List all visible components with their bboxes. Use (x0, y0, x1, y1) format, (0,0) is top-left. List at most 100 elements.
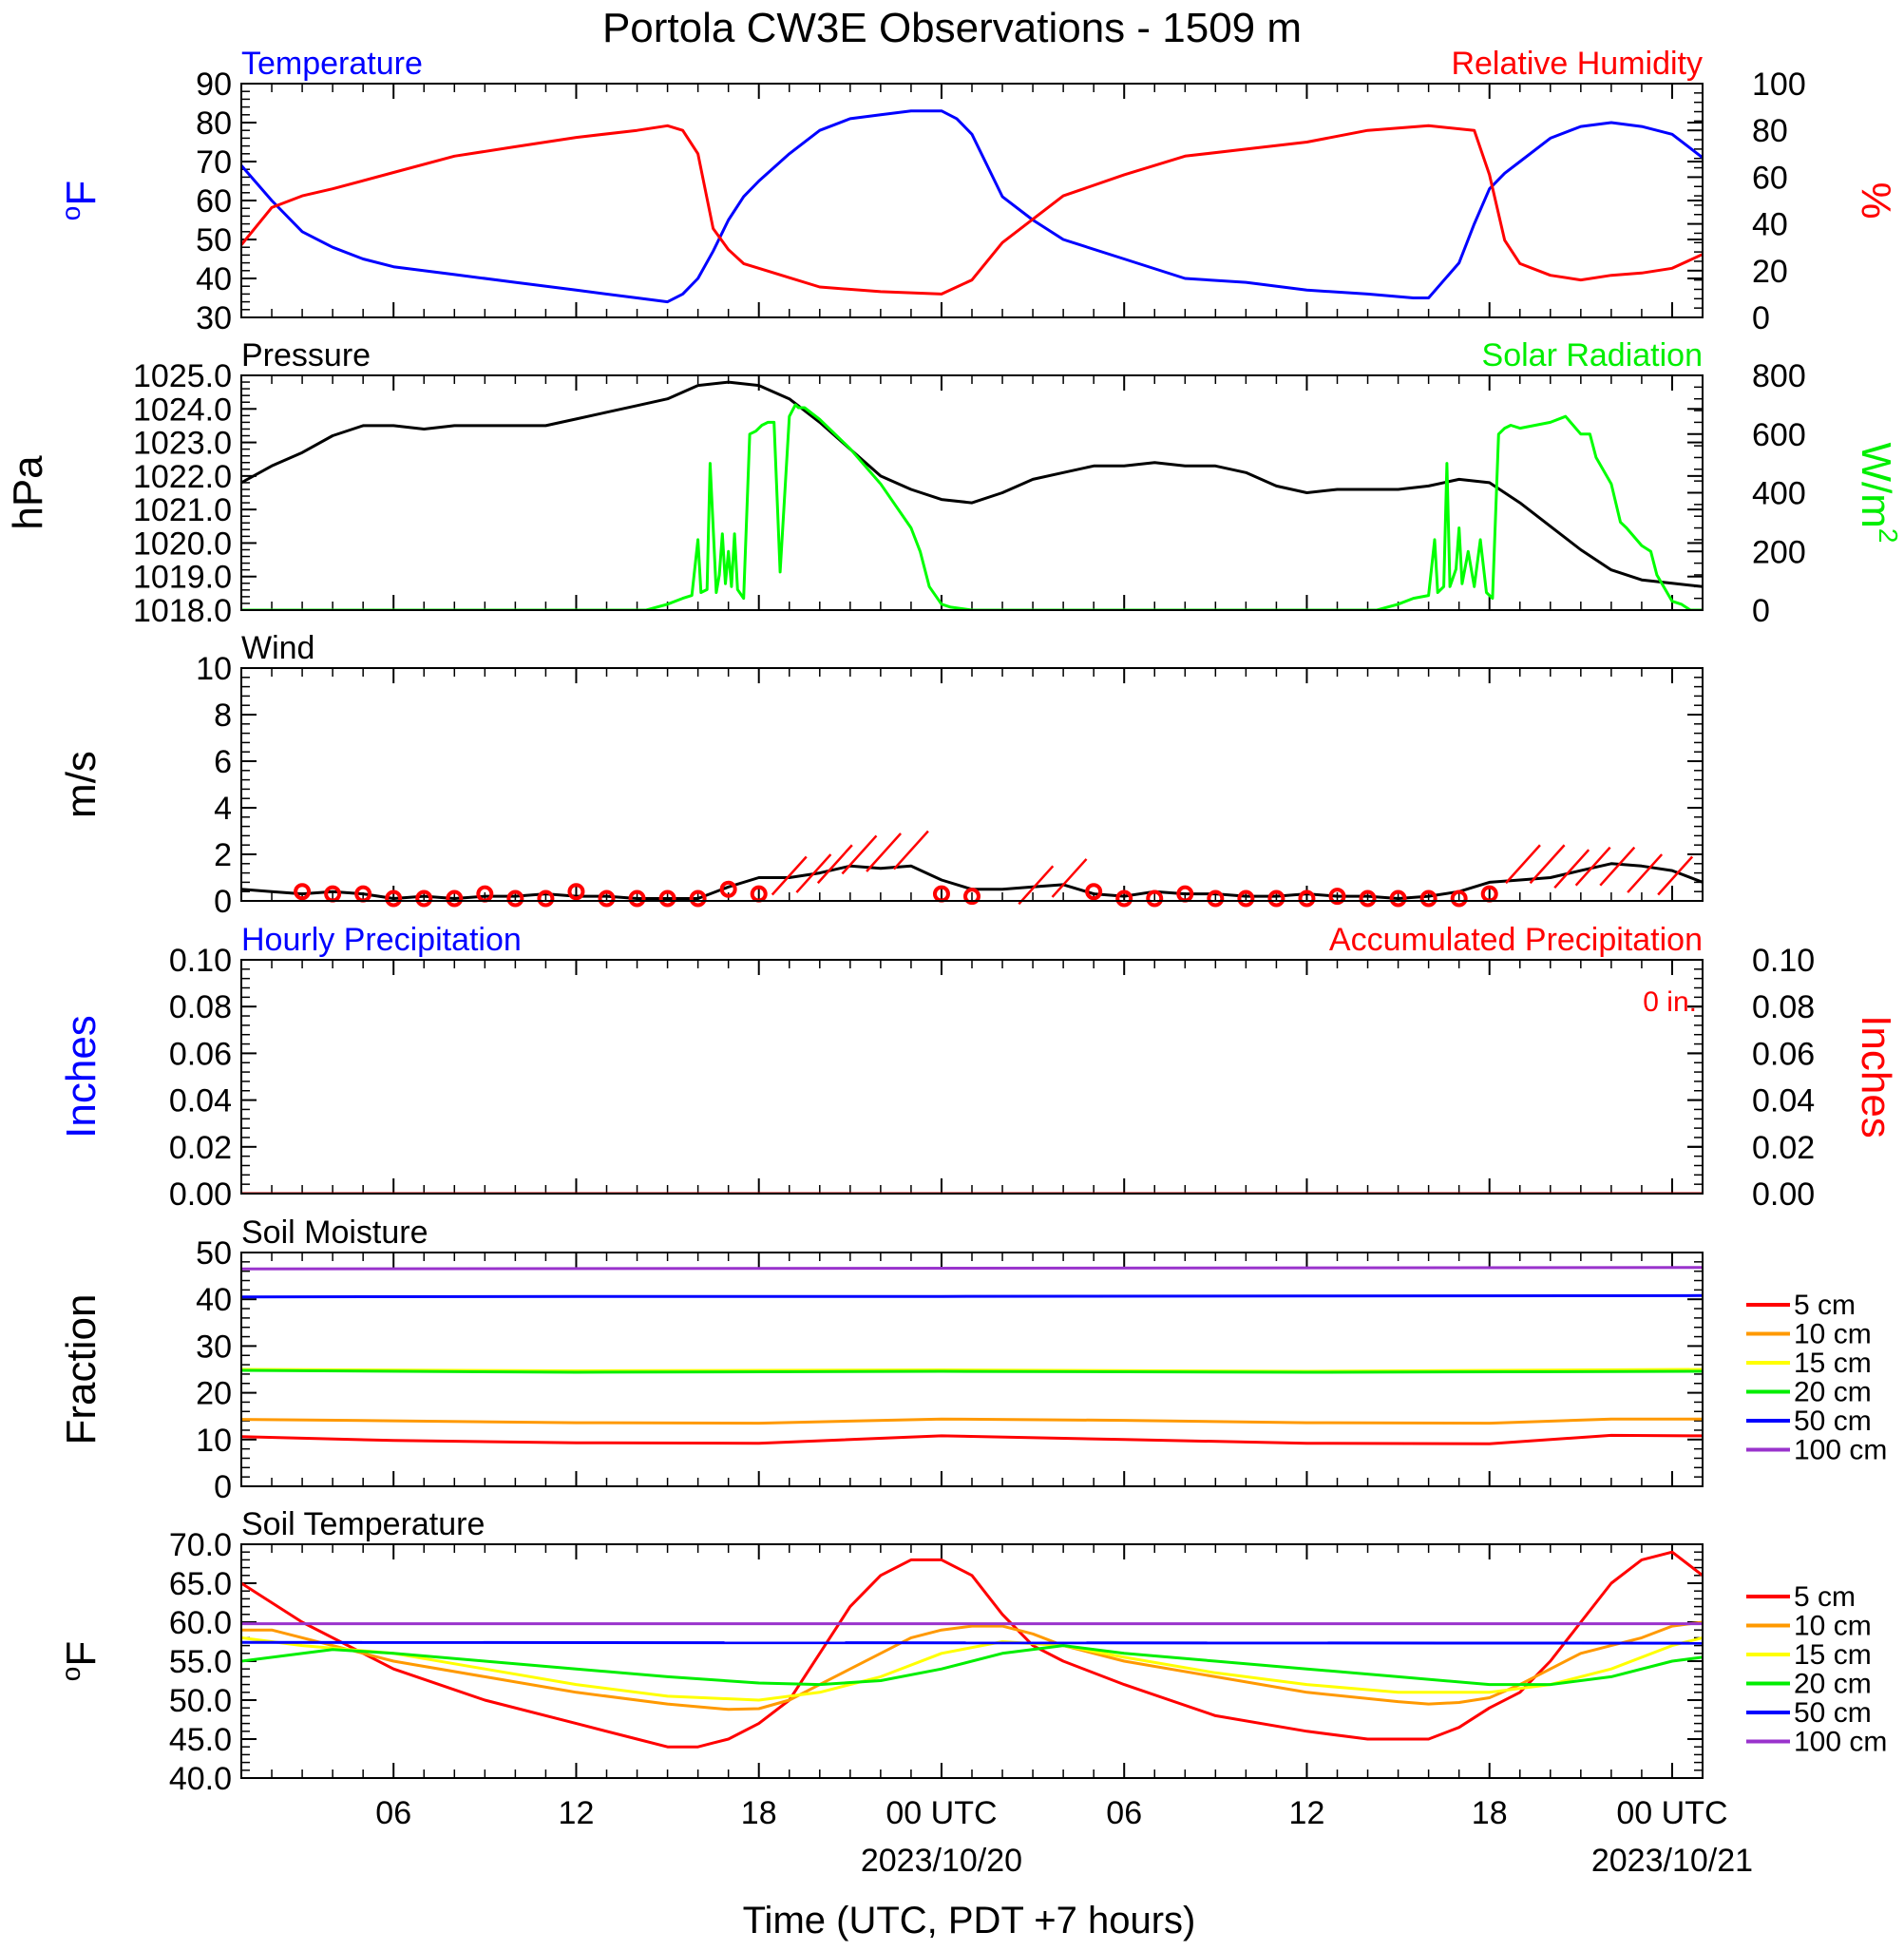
series-10-cm (241, 1620, 1703, 1712)
y-tick-label: 80 (196, 105, 232, 142)
y-right-tick-label: 600 (1752, 417, 1806, 453)
y-tick-label: 1018.0 (133, 593, 232, 629)
wind-marker (628, 889, 646, 908)
wind-marker (1085, 883, 1103, 901)
wind-marker (1237, 889, 1255, 908)
y-tick-label: 6 (214, 744, 232, 780)
y-right-tick-label: 80 (1752, 113, 1788, 149)
y-axis-label-right: % (1853, 182, 1899, 219)
y-axis-label-left: oF (56, 181, 105, 220)
wind-marker (719, 880, 737, 898)
panel-title-right: Relative Humidity (1451, 46, 1703, 82)
y-tick-label: 45.0 (169, 1722, 232, 1758)
series-temperature (241, 109, 1703, 304)
series-50-cm (241, 1640, 1703, 1645)
panel-title-left: Soil Moisture (241, 1215, 428, 1251)
y-tick-label: 0.10 (169, 943, 232, 979)
legend-label: 100 cm (1794, 1727, 1887, 1758)
series-20-cm (241, 1644, 1703, 1687)
wind-barb (1505, 844, 1541, 885)
plot-frame (240, 959, 1704, 1195)
plot-frame (240, 1252, 1704, 1487)
wind-marker (1450, 889, 1468, 908)
wind-marker (1328, 888, 1346, 906)
y-right-tick-label: 800 (1752, 358, 1806, 394)
panel-title-left: Wind (241, 630, 314, 666)
legend-label: 10 cm (1794, 1319, 1872, 1350)
legend-label: 20 cm (1794, 1669, 1872, 1700)
wind-marker (1207, 889, 1225, 908)
y-tick-label: 0.00 (169, 1176, 232, 1213)
y-tick-label: 1024.0 (133, 392, 232, 428)
x-tick-label: 06 (1106, 1795, 1142, 1831)
y-right-tick-label: 0.02 (1752, 1130, 1815, 1166)
y-right-tick-label: 40 (1752, 207, 1788, 243)
y-tick-label: 2 (214, 837, 232, 873)
panel-precip: 0.00 0.02 0.04 0.06 0.08 0.10 0.00 0.02 0.04 0.06… (58, 922, 1899, 1213)
x-tick-label: 12 (1289, 1795, 1325, 1831)
y-right-tick-label: 20 (1752, 254, 1788, 290)
legend-label: 5 cm (1794, 1581, 1856, 1613)
wind-marker (415, 889, 433, 908)
wind-barb (892, 830, 929, 870)
y-right-tick-label: 100 (1752, 67, 1806, 103)
y-tick-label: 55.0 (169, 1644, 232, 1680)
panel-annotation: 0 in. (1643, 986, 1697, 1018)
wind-barb (841, 834, 878, 875)
y-right-tick-label: 0.04 (1752, 1083, 1815, 1119)
wind-marker (658, 889, 676, 908)
wind-barb (1529, 844, 1566, 885)
y-tick-label: 8 (214, 698, 232, 734)
series-5-cm (241, 1433, 1703, 1445)
x-date-label: 2023/10/20 (861, 1843, 1022, 1879)
y-axis-label-left: Inches (58, 1015, 105, 1138)
plot-frame (240, 374, 1704, 611)
y-tick-label: 0.02 (169, 1130, 232, 1166)
y-tick-label: 0 (214, 884, 232, 920)
y-tick-label: 50 (196, 222, 232, 258)
panel-title-left: Temperature (241, 46, 423, 82)
wind-marker (567, 883, 585, 901)
x-tick-label: 18 (1472, 1795, 1508, 1831)
y-right-tick-label: 60 (1752, 160, 1788, 196)
y-tick-label: 65.0 (169, 1566, 232, 1602)
y-axis-label-left: m/s (58, 751, 105, 818)
y-right-tick-label: 400 (1752, 476, 1806, 512)
y-tick-label: 0 (214, 1469, 232, 1505)
legend-label: 50 cm (1794, 1406, 1872, 1437)
wind-barb (1051, 858, 1088, 898)
y-tick-label: 30 (196, 1329, 232, 1365)
wind-marker (1389, 889, 1407, 908)
panel-title-left: Soil Temperature (241, 1506, 485, 1542)
x-tick-label: 06 (375, 1795, 411, 1831)
wind-marker (1115, 889, 1133, 908)
y-tick-label: 60.0 (169, 1605, 232, 1641)
y-right-tick-label: 200 (1752, 534, 1806, 570)
y-tick-label: 50 (196, 1235, 232, 1272)
y-tick-label: 0.04 (169, 1083, 232, 1119)
y-tick-label: 40 (196, 1282, 232, 1318)
legend-label: 20 cm (1794, 1377, 1872, 1408)
panel-title-left: Hourly Precipitation (241, 922, 522, 958)
wind-marker (506, 889, 524, 908)
wind-marker (689, 889, 707, 908)
y-tick-label: 1023.0 (133, 426, 232, 462)
wind-barb (1599, 846, 1636, 887)
y-tick-label: 1025.0 (133, 358, 232, 394)
y-tick-label: 4 (214, 791, 232, 827)
y-tick-label: 70 (196, 144, 232, 181)
y-tick-label: 0.08 (169, 989, 232, 1025)
y-tick-label: 70.0 (169, 1527, 232, 1563)
wind-barb (771, 855, 808, 896)
wind-marker (1146, 889, 1164, 908)
series-pressure (241, 380, 1703, 588)
x-tick-label: 12 (559, 1795, 595, 1831)
series-100-cm (241, 1266, 1703, 1271)
y-tick-label: 10 (196, 651, 232, 687)
y-right-tick-label: 0 (1752, 300, 1770, 336)
